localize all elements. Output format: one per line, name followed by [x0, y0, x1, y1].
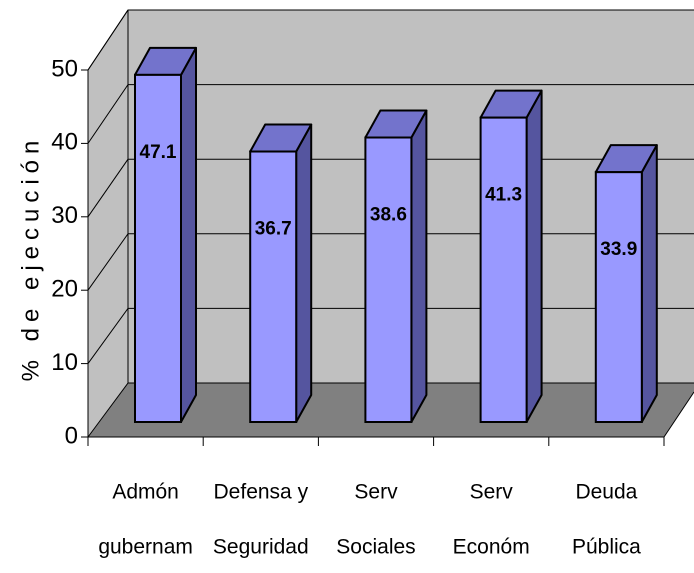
- y-tick-label: 20: [51, 276, 78, 303]
- x-tick-label: Pública: [572, 536, 641, 559]
- bar: [594, 171, 643, 423]
- x-tick-label: Serv: [354, 481, 398, 504]
- bar-side: [410, 109, 428, 423]
- x-tick-label: Seguridad: [213, 536, 309, 559]
- bar: [479, 116, 528, 424]
- x-tick-label: gubernam: [98, 536, 193, 559]
- x-tick-label: Admón: [112, 481, 179, 504]
- value-label: 47.1: [140, 142, 177, 163]
- grid-line: [87, 233, 129, 291]
- grid-line: [87, 382, 129, 438]
- bar-side: [525, 89, 543, 423]
- bar: [364, 136, 413, 423]
- bar-side: [640, 144, 658, 423]
- y-tick-label: 10: [51, 349, 78, 376]
- bar-side: [180, 46, 197, 423]
- y-tick-label: 50: [51, 55, 78, 82]
- bar: [249, 150, 298, 423]
- y-tick-label: 40: [51, 129, 78, 156]
- grid-line: [87, 9, 129, 71]
- value-label: 33.9: [600, 239, 637, 260]
- x-tick-label: Sociales: [336, 536, 415, 559]
- value-label: 41.3: [485, 185, 522, 206]
- bar: [134, 73, 182, 424]
- floor-edge: [663, 391, 694, 438]
- bar-side: [295, 123, 313, 423]
- y-tick-label: 0: [65, 422, 78, 449]
- grid-line: [87, 308, 129, 364]
- side-wall: [88, 10, 128, 437]
- grid-line: [87, 158, 129, 218]
- value-label: 36.7: [255, 219, 292, 240]
- x-tick-label: Serv: [470, 481, 514, 504]
- grid-line: [87, 84, 129, 144]
- x-tick-label: Defensa y: [214, 481, 309, 504]
- y-axis-title: % de ejecución: [17, 135, 44, 382]
- x-tick-label: Económ: [453, 536, 530, 559]
- y-tick-label: 30: [51, 202, 78, 229]
- value-label: 38.6: [370, 205, 407, 226]
- x-tick-label: Deuda: [575, 481, 637, 504]
